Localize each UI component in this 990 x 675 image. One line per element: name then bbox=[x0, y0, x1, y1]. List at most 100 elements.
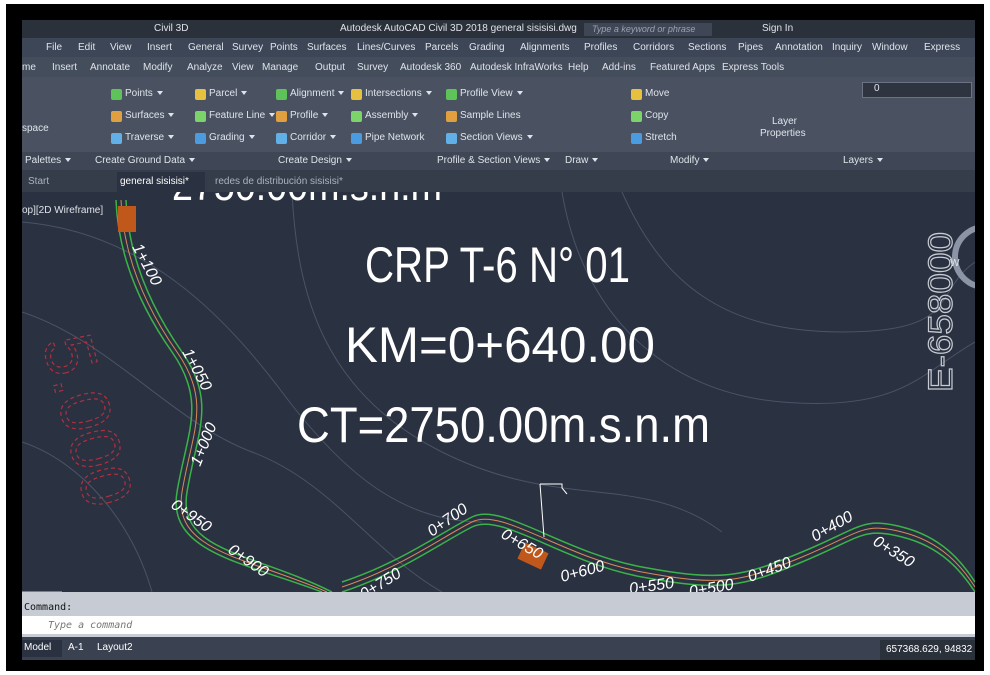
layout-tab[interactable]: Layout2 bbox=[97, 642, 133, 653]
leader bbox=[539, 483, 545, 538]
ribbon-tab[interactable]: View bbox=[232, 62, 254, 73]
ribbon-button[interactable]: Surfaces bbox=[125, 110, 175, 121]
file-tab[interactable]: redes de distribución sisisisi* bbox=[215, 176, 343, 187]
station-label: 0+400 bbox=[809, 508, 857, 545]
menu-item[interactable]: Grading bbox=[469, 42, 505, 53]
file-tab[interactable]: general sisisisi* bbox=[120, 176, 189, 187]
menu-item[interactable]: Annotation bbox=[775, 42, 823, 53]
ribbon-button[interactable]: Corridor bbox=[290, 132, 337, 143]
panel-label[interactable]: Palettes bbox=[25, 155, 72, 166]
ribbon-tab[interactable]: Survey bbox=[357, 62, 389, 73]
ribbon-button[interactable]: space bbox=[22, 123, 49, 134]
screen: 2750.00m.s.n.m CRP T-6 N° 01 KM=0+640.00 CT… bbox=[22, 20, 975, 660]
menu-item[interactable]: Lines/Curves bbox=[357, 42, 416, 53]
ribbon-button[interactable]: Profile View bbox=[460, 88, 523, 99]
annotation-text: CRP T-6 N° 01 bbox=[365, 237, 630, 293]
ribbon-button[interactable]: Profile bbox=[290, 110, 329, 121]
ribbon-tab[interactable]: Insert bbox=[52, 62, 78, 73]
ribbon-button[interactable]: Grading bbox=[209, 132, 255, 143]
viewcube[interactable] bbox=[952, 225, 975, 289]
dropdown-arrow bbox=[592, 158, 599, 163]
ribbon-button[interactable]: Layer bbox=[772, 116, 798, 127]
ribbon-tab[interactable]: Express Tools bbox=[722, 62, 785, 73]
app-name[interactable]: Civil 3D bbox=[154, 23, 189, 34]
ribbon-button[interactable]: Sample Lines bbox=[460, 110, 521, 121]
ribbon-tab[interactable]: Autodesk 360 bbox=[400, 62, 462, 73]
menu-item[interactable]: Parcels bbox=[425, 42, 459, 53]
panel-label[interactable]: Create Design bbox=[278, 155, 352, 166]
ribbon-tab[interactable]: Help bbox=[568, 62, 589, 73]
dropdown-arrow bbox=[168, 113, 175, 118]
layer-dropdown[interactable] bbox=[862, 82, 972, 98]
menu-item[interactable]: Alignments bbox=[520, 42, 570, 53]
ribbon-button[interactable]: Section Views bbox=[460, 132, 533, 143]
icon bbox=[446, 111, 457, 122]
ribbon-tab[interactable]: Add-ins bbox=[602, 62, 636, 73]
ribbon-button[interactable]: Traverse bbox=[125, 132, 175, 143]
ribbon-tab[interactable]: Manage bbox=[262, 62, 299, 73]
panel-label[interactable]: Modify bbox=[670, 155, 710, 166]
icon bbox=[111, 89, 122, 100]
panel-label[interactable]: Draw bbox=[565, 155, 599, 166]
ribbon-button[interactable]: Alignment bbox=[290, 88, 345, 99]
menu-item[interactable]: Edit bbox=[78, 42, 96, 53]
icon bbox=[276, 111, 287, 122]
ribbon-tab[interactable]: Output bbox=[315, 62, 346, 73]
menu-item[interactable]: Express bbox=[924, 42, 961, 53]
menu-item[interactable]: Insert bbox=[147, 42, 173, 53]
menu-item[interactable]: Window bbox=[872, 42, 908, 53]
menu-item[interactable]: File bbox=[46, 42, 63, 53]
menu-item[interactable]: Surfaces bbox=[307, 42, 347, 53]
menu-item[interactable]: Pipes bbox=[738, 42, 764, 53]
menu-item[interactable]: Inquiry bbox=[832, 42, 863, 53]
menu-item[interactable]: Corridors bbox=[633, 42, 675, 53]
command-placeholder[interactable]: Type a command bbox=[48, 620, 133, 631]
menu-item[interactable]: Profiles bbox=[584, 42, 618, 53]
ribbon-button[interactable]: Parcel bbox=[209, 88, 248, 99]
ribbon-button[interactable]: Intersections bbox=[365, 88, 432, 99]
file-tab[interactable]: Start bbox=[28, 176, 50, 187]
ribbon-tab[interactable]: Analyze bbox=[187, 62, 223, 73]
contour bbox=[291, 192, 723, 533]
panel-label[interactable]: Create Ground Data bbox=[95, 155, 196, 166]
drawing-text: 2750.00m.s.n.m bbox=[172, 192, 442, 210]
ribbon-button[interactable]: Assembly bbox=[365, 110, 419, 121]
panel-label[interactable]: Profile & Section Views bbox=[437, 155, 551, 166]
leader bbox=[540, 483, 568, 495]
dropdown-arrow bbox=[526, 135, 533, 140]
ribbon-button[interactable]: Feature Line bbox=[209, 110, 276, 121]
ribbon-tab[interactable]: Featured Apps bbox=[650, 62, 716, 73]
layout-tab[interactable]: A-1 bbox=[68, 642, 84, 653]
dropdown-arrow bbox=[248, 135, 255, 140]
command-input[interactable] bbox=[22, 616, 975, 634]
dropdown-arrow bbox=[65, 158, 72, 163]
ribbon-tab[interactable]: me bbox=[22, 62, 36, 73]
icon bbox=[446, 89, 457, 100]
ribbon-button[interactable]: Move bbox=[645, 88, 670, 99]
menu-item[interactable]: View bbox=[110, 42, 132, 53]
annotation-text: KM=0+640.00 bbox=[345, 317, 655, 373]
menu-item[interactable]: Sections bbox=[688, 42, 727, 53]
grid-label: N 9483000 bbox=[104, 588, 251, 592]
layout-tab[interactable]: Model bbox=[24, 642, 52, 653]
panel-label[interactable]: Layers bbox=[843, 155, 884, 166]
sign-in[interactable]: Sign In bbox=[762, 23, 794, 34]
search-box-text[interactable]: Type a keyword or phrase bbox=[592, 24, 696, 34]
icon bbox=[195, 111, 206, 122]
ribbon-tab[interactable]: Autodesk InfraWorks bbox=[470, 62, 563, 73]
ribbon-button[interactable]: Points bbox=[125, 88, 163, 99]
ribbon-button[interactable]: Pipe Network bbox=[365, 132, 425, 143]
contour bbox=[621, 192, 975, 333]
ribbon-button[interactable]: 0 bbox=[874, 83, 880, 94]
ribbon-button[interactable]: Copy bbox=[645, 110, 669, 121]
icon bbox=[446, 133, 457, 144]
ribbon-button[interactable]: Properties bbox=[760, 128, 806, 139]
ribbon-button[interactable]: Stretch bbox=[645, 132, 677, 143]
menu-item[interactable]: General bbox=[188, 42, 224, 53]
menu-item[interactable]: Survey bbox=[232, 42, 264, 53]
viewport-label[interactable]: op][2D Wireframe] bbox=[22, 205, 104, 216]
ribbon-tab[interactable]: Annotate bbox=[90, 62, 131, 73]
station-label: 0+600 bbox=[559, 558, 607, 586]
ribbon-tab[interactable]: Modify bbox=[143, 62, 173, 73]
menu-item[interactable]: Points bbox=[270, 42, 298, 53]
